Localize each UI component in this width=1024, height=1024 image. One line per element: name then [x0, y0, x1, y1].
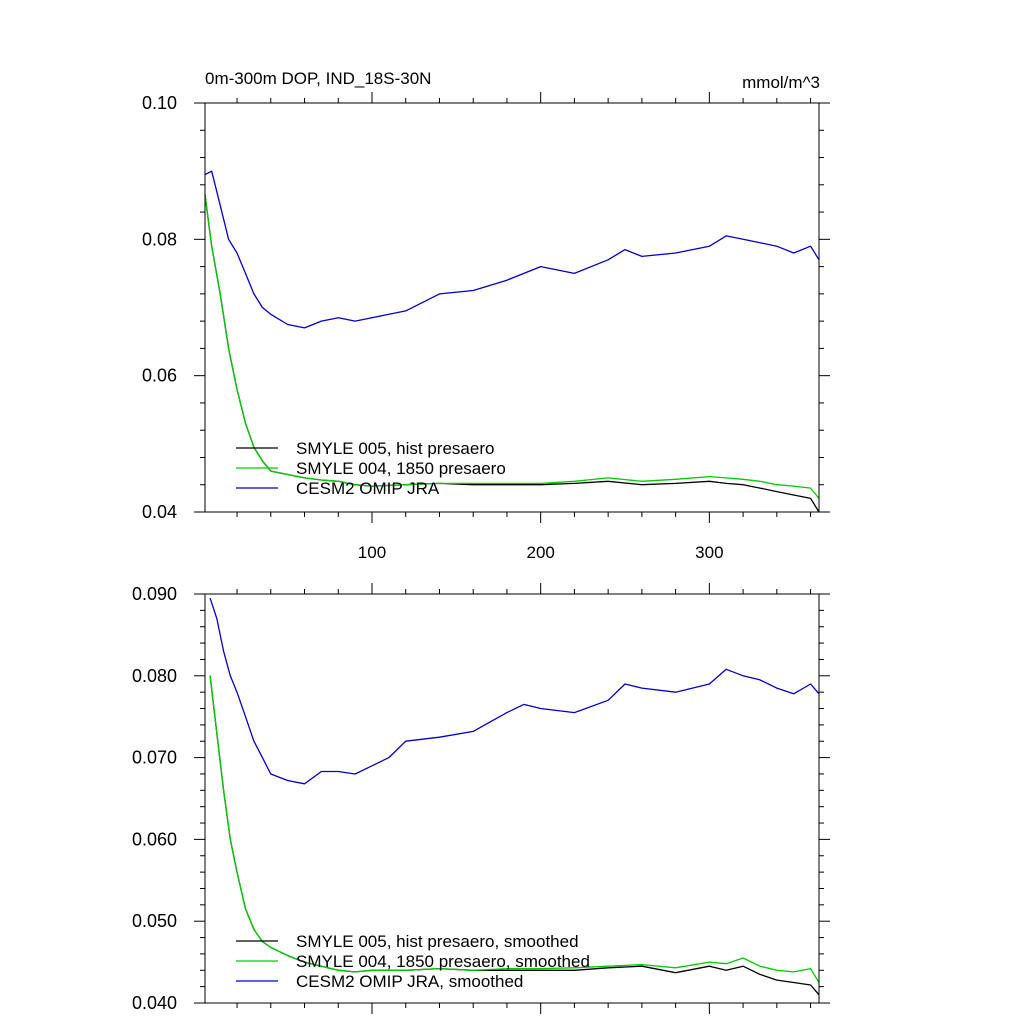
y-tick-label: 0.08 [142, 229, 177, 249]
plot-frame [204, 102, 820, 513]
series-line-2 [209, 675, 820, 983]
series-line-2 [204, 194, 820, 499]
bottom-panel: 0.040 0.050 0.060 0.070 0.080 0.090 SMYLE 005… [132, 583, 830, 1014]
legend-label: SMYLE 005, hist presaero, smoothed [296, 932, 579, 951]
legend-label: SMYLE 004, 1850 presaero, smoothed [296, 952, 590, 971]
legend-label: CESM2 OMIP JRA [296, 479, 440, 498]
y-tick-label: 0.060 [132, 829, 177, 849]
y-tick-label: 0.070 [132, 748, 177, 768]
series-line-3 [209, 597, 820, 785]
y-tick-label: 0.080 [132, 666, 177, 686]
x-tick-label: 200 [526, 543, 554, 562]
y-tick-label: 0.050 [132, 911, 177, 931]
y-tick-label: 0.040 [132, 993, 177, 1013]
legend: SMYLE 005, hist presaero, smoothedSMYLE … [236, 932, 590, 991]
plot-frame [204, 593, 820, 1004]
y-tick-label: 0.04 [142, 502, 177, 522]
chart-title-right: mmol/m^3 [742, 73, 820, 92]
top-panel: 0m-300m DOP, IND_18S-30N mmol/m^3 100 200… [142, 69, 830, 562]
y-tick-label: 0.06 [142, 366, 177, 386]
y-tick-label: 0.10 [142, 93, 177, 113]
legend-label: SMYLE 004, 1850 presaero [296, 459, 506, 478]
x-tick-label: 300 [695, 543, 723, 562]
chart-title-left: 0m-300m DOP, IND_18S-30N [205, 69, 431, 88]
y-tick-label: 0.090 [132, 584, 177, 604]
series-line-3 [204, 170, 820, 329]
x-tick-label: 100 [358, 543, 386, 562]
legend-label: SMYLE 005, hist presaero [296, 439, 494, 458]
legend-label: CESM2 OMIP JRA, smoothed [296, 972, 523, 991]
